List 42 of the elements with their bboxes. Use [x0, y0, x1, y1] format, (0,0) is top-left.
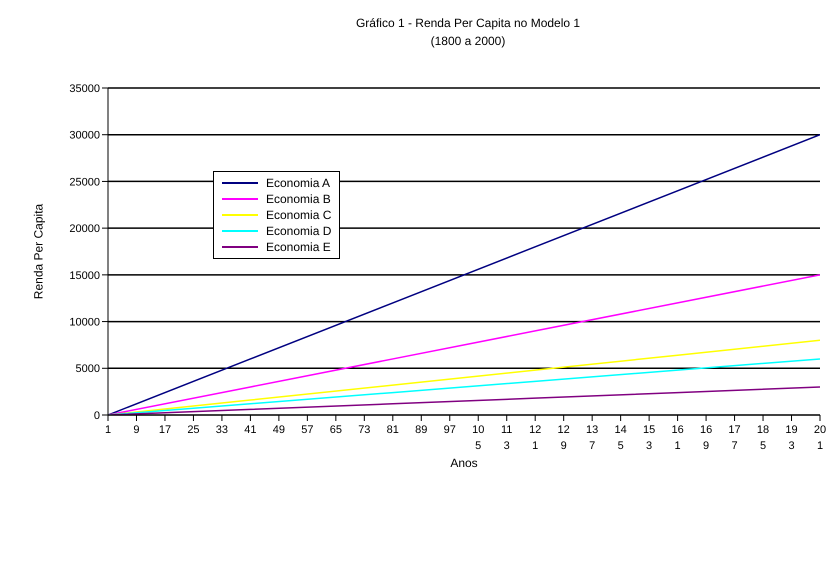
x-tick-label: 14 5	[614, 424, 627, 452]
y-tick-label: 20000	[69, 223, 100, 236]
x-tick-label: 19 3	[785, 424, 798, 452]
x-tick-label: 20 1	[814, 424, 826, 452]
x-tick-label: 11 3	[501, 424, 512, 452]
x-tick-label: 89	[415, 424, 428, 436]
x-tick-label: 41	[244, 424, 257, 436]
x-tick-label: 1	[104, 424, 112, 436]
y-tick-label: 25000	[69, 176, 100, 188]
x-tick-label: 33	[216, 424, 228, 436]
y-tick-label: 30000	[69, 130, 100, 142]
x-tick-label: 15 3	[642, 424, 656, 452]
x-tick-label: 81	[386, 424, 399, 436]
x-tick-label: 17 7	[728, 424, 741, 452]
x-tick-label: 16 1	[671, 424, 684, 452]
x-tick-label: 17	[158, 424, 172, 436]
y-tick-label: 0	[94, 410, 100, 422]
y-tick-label: 10000	[69, 316, 100, 328]
y-tick-label: 15000	[69, 270, 100, 282]
x-tick-label: 73	[358, 424, 370, 436]
x-tick-label: 10 5	[472, 424, 484, 452]
y-tick-label: 5000	[76, 363, 100, 376]
x-tick-label: 49	[272, 424, 286, 436]
x-axis-title: Anos	[450, 456, 478, 470]
legend-label: Economia A	[266, 176, 330, 190]
x-tick-label: 9	[133, 424, 140, 436]
y-axis-title: Renda Per Capita	[31, 203, 46, 300]
x-tick-label: 12 1	[529, 424, 542, 452]
legend-label: Economia D	[266, 224, 332, 238]
x-tick-label: 97	[444, 424, 456, 436]
x-tick-label: 18 5	[756, 424, 770, 452]
legend-label: Economia B	[266, 192, 331, 206]
y-tick-label: 35000	[69, 82, 100, 95]
x-tick-label: 65	[330, 424, 342, 436]
x-tick-label: 12 9	[558, 424, 570, 452]
chart-title: Gráfico 1 - Renda Per Capita no Modelo 1 (1800 a 2000)	[354, 15, 582, 50]
legend-label: Economia C	[266, 208, 332, 222]
legend-label: Economia E	[266, 240, 331, 254]
x-tick-label: 25	[187, 424, 200, 436]
x-tick-label: 13 7	[586, 424, 598, 452]
x-tick-label: 16 9	[700, 424, 712, 452]
x-tick-label: 57	[301, 424, 314, 436]
